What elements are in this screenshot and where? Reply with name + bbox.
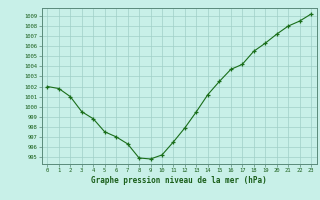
X-axis label: Graphe pression niveau de la mer (hPa): Graphe pression niveau de la mer (hPa) [91, 176, 267, 185]
